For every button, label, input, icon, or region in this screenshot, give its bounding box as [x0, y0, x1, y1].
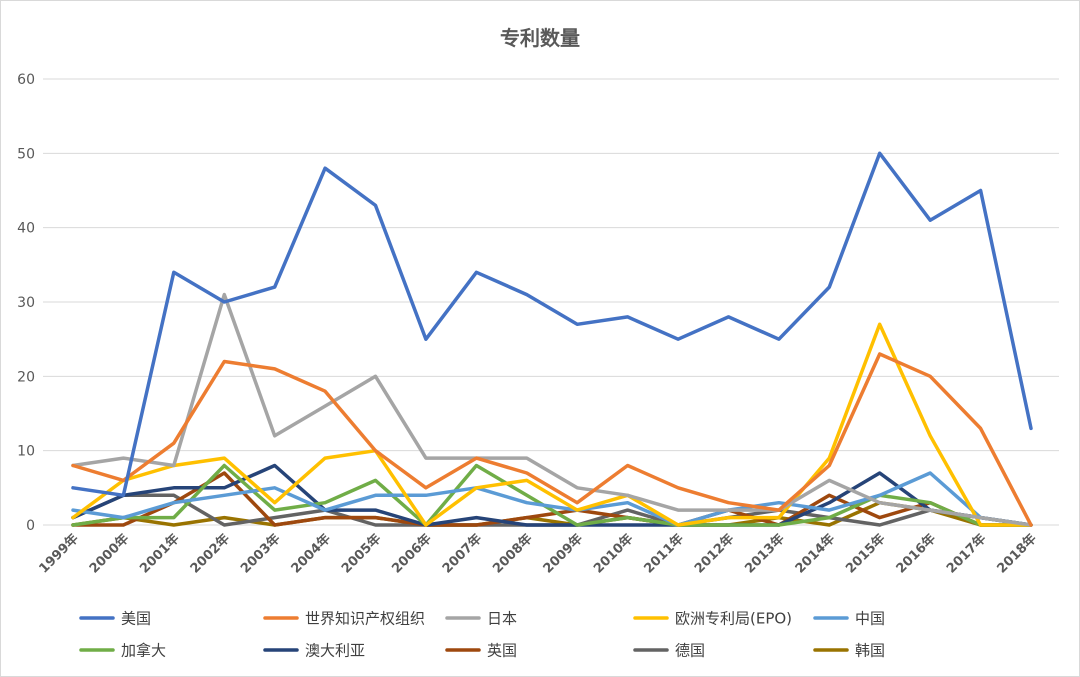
- legend-label: 德国: [675, 642, 705, 660]
- x-tick-label: 2015年: [842, 531, 888, 577]
- series-line-3: [71, 322, 1033, 527]
- x-tick-label: 2000年: [86, 531, 132, 577]
- x-tick-label: 2004年: [288, 531, 334, 577]
- chart-title: 专利数量: [500, 26, 580, 50]
- x-tick-label: 2014年: [792, 531, 838, 577]
- y-tick-label: 50: [17, 146, 35, 162]
- series-line-9: [71, 500, 1033, 527]
- y-tick-label: 0: [26, 518, 35, 534]
- legend-label: 韩国: [855, 642, 885, 660]
- x-tick-label: 2006年: [389, 531, 435, 577]
- y-axis-ticks: 0 10 20 30 40 50 60: [17, 72, 35, 534]
- y-tick-label: 30: [17, 295, 35, 311]
- legend-label: 加拿大: [121, 642, 166, 660]
- series-line-2: [71, 292, 1033, 527]
- x-tick-label: 2016年: [893, 531, 939, 577]
- x-axis-ticks: 1999年 2000年 2001年 2002年 2003年 2004年 2005年 2006年…: [36, 531, 1040, 577]
- legend-label: 中国: [855, 610, 885, 628]
- series-line-0: [71, 151, 1033, 498]
- x-tick-label: 2008年: [490, 531, 536, 577]
- x-tick-label: 2002年: [187, 531, 233, 577]
- x-tick-label: 1999年: [36, 531, 82, 577]
- x-tick-label: 2007年: [439, 531, 485, 577]
- x-tick-label: 2018年: [994, 531, 1040, 577]
- series-lines: [71, 151, 1033, 527]
- x-tick-label: 2003年: [237, 531, 283, 577]
- y-gridlines: [43, 78, 1059, 526]
- x-tick-label: 2001年: [137, 531, 183, 577]
- legend-label: 日本: [487, 610, 517, 628]
- y-tick-label: 40: [17, 221, 35, 237]
- legend-label: 欧洲专利局(EPO): [675, 610, 792, 628]
- series-line-7: [71, 471, 1033, 527]
- series-line-1: [71, 352, 1033, 527]
- x-tick-label: 2012年: [691, 531, 737, 577]
- x-tick-label: 2013年: [742, 531, 788, 577]
- x-tick-label: 2005年: [338, 531, 384, 577]
- x-tick-label: 2011年: [641, 531, 687, 577]
- legend-label: 世界知识产权组织: [305, 610, 425, 628]
- x-tick-label: 2010年: [590, 531, 636, 577]
- y-tick-label: 60: [17, 72, 35, 88]
- y-tick-label: 10: [17, 444, 35, 460]
- legend-label: 美国: [121, 610, 151, 628]
- y-tick-label: 20: [17, 369, 35, 385]
- legend-label: 澳大利亚: [305, 642, 365, 660]
- x-tick-label: 2017年: [943, 531, 989, 577]
- x-tick-label: 2009年: [540, 531, 586, 577]
- legend-label: 英国: [487, 642, 517, 660]
- series-line-6: [71, 463, 1033, 527]
